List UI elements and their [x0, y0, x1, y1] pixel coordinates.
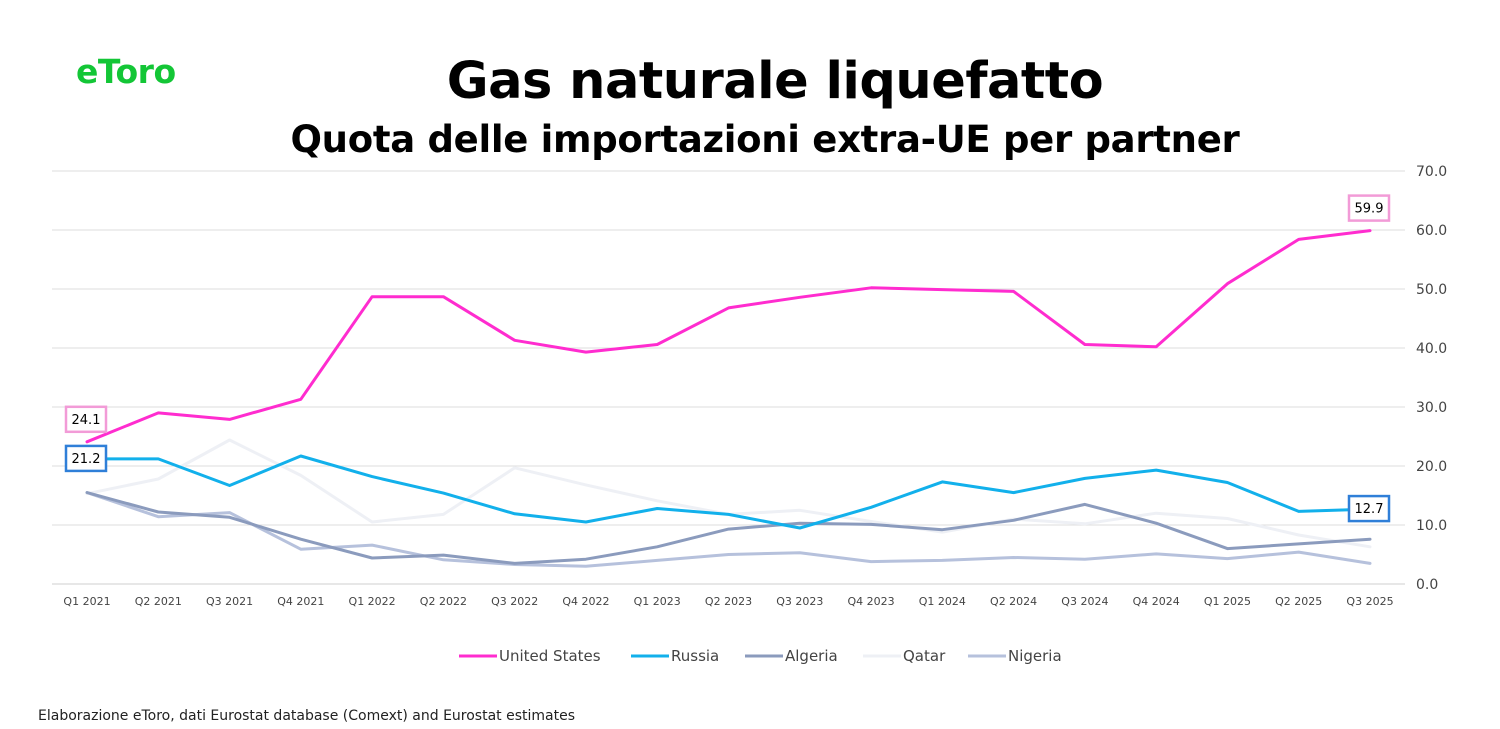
etoro-logo: eToro — [76, 52, 176, 91]
x-tick-label: Q2 2023 — [705, 595, 752, 608]
data-label-box — [1347, 194, 1391, 222]
x-axis-ticks: Q1 2021 Q2 2021 Q3 2021 Q4 2021 Q1 2022 Q2 20… — [63, 595, 1393, 608]
legend-item: Nigeria — [968, 647, 1062, 665]
data-label-text: 59.9 — [1355, 202, 1384, 217]
y-tick-label: 50.0 — [1416, 282, 1447, 298]
series-line-nigeria — [85, 491, 1372, 568]
data-label: 59.9 — [1347, 194, 1391, 222]
x-tick-label: Q3 2023 — [776, 595, 823, 608]
data-labels: 24.1 21.2 59.9 12.7 — [64, 194, 1391, 523]
legend-item: Algeria — [745, 647, 838, 665]
series-line-russia — [85, 454, 1372, 530]
x-tick-label: Q1 2021 — [63, 595, 110, 608]
x-tick-label: Q4 2022 — [562, 595, 609, 608]
source-note: Elaborazione eToro, dati Eurostat databa… — [38, 708, 576, 724]
x-tick-label: Q4 2023 — [847, 595, 894, 608]
x-tick-label: Q1 2024 — [919, 595, 966, 608]
legend-item: United States — [459, 647, 601, 665]
y-tick-label: 10.0 — [1416, 518, 1447, 534]
x-tick-label: Q3 2022 — [491, 595, 538, 608]
data-label: 21.2 — [64, 444, 108, 473]
legend-label: Algeria — [785, 647, 838, 665]
y-axis-ticks: 0.0 10.0 20.0 30.0 40.0 50.0 60.0 70.0 — [1416, 164, 1447, 593]
x-tick-label: Q2 2024 — [990, 595, 1037, 608]
legend: United States Russia Algeria Qatar Nigeria — [459, 647, 1062, 665]
y-tick-label: 30.0 — [1416, 400, 1447, 416]
legend-item: Russia — [631, 647, 719, 665]
y-tick-label: 20.0 — [1416, 459, 1447, 475]
data-label-text: 24.1 — [72, 413, 101, 428]
legend-item: Qatar — [863, 647, 946, 665]
y-tick-label: 40.0 — [1416, 341, 1447, 357]
x-tick-label: Q3 2024 — [1061, 595, 1108, 608]
x-tick-label: Q3 2025 — [1346, 595, 1393, 608]
y-tick-label: 60.0 — [1416, 223, 1447, 239]
etoro-logo-text: eToro — [76, 52, 176, 91]
legend-label: Qatar — [903, 647, 946, 665]
series-line-united-states — [85, 229, 1372, 444]
data-label: 12.7 — [1347, 494, 1391, 523]
x-tick-label: Q2 2022 — [420, 595, 467, 608]
x-tick-label: Q2 2021 — [135, 595, 182, 608]
legend-label: United States — [499, 647, 601, 665]
chart-title: Gas naturale liquefatto — [446, 52, 1104, 111]
data-label-text: 12.7 — [1355, 502, 1384, 517]
x-tick-label: Q3 2021 — [206, 595, 253, 608]
x-tick-label: Q1 2025 — [1204, 595, 1251, 608]
data-label-box — [1347, 494, 1391, 523]
data-label: 24.1 — [64, 405, 108, 434]
legend-label: Nigeria — [1008, 647, 1062, 665]
data-label-text: 21.2 — [72, 452, 101, 467]
x-tick-label: Q1 2022 — [349, 595, 396, 608]
y-tick-label: 0.0 — [1416, 577, 1438, 593]
x-tick-label: Q1 2023 — [634, 595, 681, 608]
gridlines — [52, 170, 1405, 585]
data-label-box — [64, 405, 108, 434]
x-tick-label: Q4 2021 — [277, 595, 324, 608]
x-tick-label: Q4 2024 — [1133, 595, 1180, 608]
series-lines — [85, 229, 1372, 568]
series-line-algeria — [85, 491, 1372, 565]
x-tick-label: Q2 2025 — [1275, 595, 1322, 608]
legend-label: Russia — [671, 647, 719, 665]
data-label-box — [64, 444, 108, 473]
chart-subtitle: Quota delle importazioni extra-UE per pa… — [290, 118, 1240, 161]
y-tick-label: 70.0 — [1416, 164, 1447, 180]
